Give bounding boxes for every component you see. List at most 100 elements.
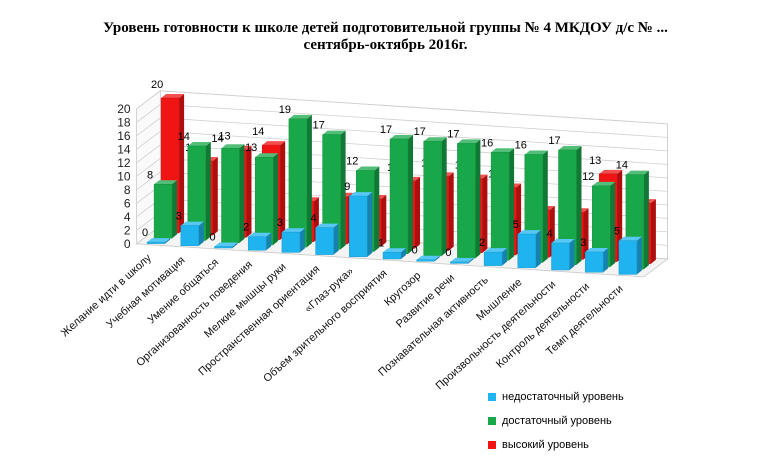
bar-side xyxy=(306,114,312,248)
legend-label-sufficient: достаточный уровень xyxy=(502,415,612,427)
bar-side xyxy=(441,137,447,256)
data-label: 13 xyxy=(245,142,257,154)
bar: 14 xyxy=(178,131,211,241)
bar-top xyxy=(491,148,515,153)
bar-side xyxy=(374,166,380,252)
legend-swatch-high xyxy=(488,441,496,449)
bar-top xyxy=(315,223,339,228)
bar-side xyxy=(610,181,616,267)
bar-top xyxy=(349,192,373,197)
data-label: 20 xyxy=(151,79,163,91)
y-tick-label: 8 xyxy=(124,183,131,197)
bar-front xyxy=(551,242,570,271)
bar-front xyxy=(180,225,200,247)
y-tick-label: 4 xyxy=(124,210,131,224)
bar-side xyxy=(198,221,204,246)
bar-top xyxy=(457,139,481,144)
bar-front xyxy=(423,140,442,257)
bar-front xyxy=(315,227,334,255)
gridline xyxy=(136,103,668,138)
bar-front xyxy=(247,236,267,251)
bar-side xyxy=(340,130,346,250)
data-label: 9 xyxy=(344,181,350,193)
bar-top xyxy=(356,166,380,171)
bar-top xyxy=(214,242,238,247)
bar-top xyxy=(255,153,279,158)
bar-front xyxy=(288,118,308,248)
bar: 2 xyxy=(243,222,272,251)
bar-side xyxy=(617,169,623,262)
data-label: 13 xyxy=(218,131,230,143)
data-label: 17 xyxy=(414,126,426,138)
data-label: 19 xyxy=(279,104,291,116)
data-label: 17 xyxy=(548,135,560,147)
data-label: 3 xyxy=(580,237,586,249)
bar-front xyxy=(153,184,173,239)
y-tick-label: 12 xyxy=(117,156,131,170)
bar-top xyxy=(585,248,609,252)
bar-side xyxy=(367,192,373,257)
data-label: 2 xyxy=(479,237,485,249)
bar-side xyxy=(246,145,252,238)
bar-top xyxy=(161,94,185,98)
bar-side xyxy=(401,248,406,259)
bar-top xyxy=(221,144,245,149)
bar-top xyxy=(390,135,413,139)
data-label: 12 xyxy=(582,171,594,183)
bar: 14 xyxy=(211,133,245,243)
legend-swatch-sufficient xyxy=(488,417,496,425)
bar-top xyxy=(551,239,575,243)
bar-top xyxy=(147,238,171,243)
data-label: 8 xyxy=(147,169,153,181)
bar-side xyxy=(333,223,339,255)
data-label: 3 xyxy=(176,211,182,223)
bar-side xyxy=(280,141,286,240)
bar-top xyxy=(180,221,204,226)
y-tick-label: 2 xyxy=(124,223,131,237)
bar: 1 xyxy=(378,237,406,260)
bar-side xyxy=(448,172,454,251)
bar-side xyxy=(239,144,245,243)
bar: 4 xyxy=(311,213,339,255)
bar-side xyxy=(212,157,218,236)
bar-top xyxy=(618,236,642,241)
bar-side xyxy=(273,153,279,245)
y-tick-label: 18 xyxy=(117,115,131,129)
data-label: 5 xyxy=(513,219,519,231)
bar-top xyxy=(599,169,623,174)
bar-front xyxy=(389,138,409,254)
data-label: 1 xyxy=(378,237,384,249)
bar: 0 xyxy=(412,245,440,262)
bar-side xyxy=(583,208,589,260)
bar-top xyxy=(248,232,272,237)
bar: 17 xyxy=(447,128,481,259)
bar-side xyxy=(172,180,178,239)
gridline xyxy=(136,117,668,152)
data-label: 12 xyxy=(346,156,358,168)
bar: 0 xyxy=(142,227,171,244)
bar: 17 xyxy=(414,126,447,257)
data-label: 3 xyxy=(277,217,283,229)
chart-title-line2: сентябрь-октябрь 2016г. xyxy=(303,37,468,53)
data-label: 0 xyxy=(412,245,418,257)
bar-side xyxy=(434,255,440,262)
bar: 17 xyxy=(380,124,413,254)
y-tick-label: 20 xyxy=(117,102,131,116)
bar: 3 xyxy=(277,217,305,253)
bar-top xyxy=(322,130,346,135)
bar-side xyxy=(179,94,185,233)
gridline xyxy=(136,90,668,125)
bar: 2 xyxy=(479,237,508,266)
bar-front xyxy=(483,251,503,266)
bar-top xyxy=(524,150,548,155)
bar-top xyxy=(592,181,616,186)
bar-front xyxy=(618,240,638,275)
y-tick-label: 0 xyxy=(124,237,131,251)
bar: 3 xyxy=(580,237,609,273)
bar-front xyxy=(450,261,469,264)
y-tick-label: 14 xyxy=(117,142,131,156)
data-label: 16 xyxy=(481,137,493,149)
data-label: 13 xyxy=(589,155,601,167)
